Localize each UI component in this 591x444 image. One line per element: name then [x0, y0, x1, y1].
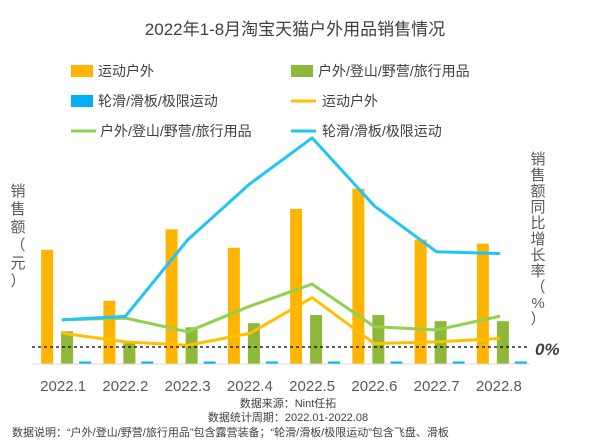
line-series-5 — [61, 136, 501, 322]
x-tick-label: 2022.7 — [414, 378, 460, 395]
line-series-3 — [61, 296, 501, 347]
bar-series-0-2022.2 — [103, 300, 116, 364]
footer-note: 数据说明：“户外/登山/野营/旅行用品”包含露营装备；“轮滑/滑板/极限运动”包… — [12, 425, 449, 439]
legend-label-line-skate: 轮滑/滑板/极限运动 — [322, 123, 442, 139]
bar-series-2-2022.5 — [328, 361, 341, 364]
bar-series-0-2022.8 — [476, 243, 489, 364]
line-series-4 — [61, 282, 501, 334]
x-tick-label: 2022.3 — [165, 378, 211, 395]
legend-swatch-bar-sports — [71, 65, 93, 77]
y-axis-title-right-char: 增 — [530, 231, 545, 248]
y-axis-title-left-char: 售 — [10, 201, 25, 218]
bar-series-2-2022.1 — [79, 361, 92, 364]
bar-series-1-2022.1 — [61, 331, 74, 364]
bar-series-2-2022.7 — [452, 361, 465, 364]
bar-series-2-2022.6 — [390, 361, 403, 364]
y-axis-title-right-char: （ — [530, 279, 545, 296]
y-axis-title-right-char: 同 — [530, 199, 545, 216]
y-axis-title-right-char: ） — [530, 311, 545, 328]
x-axis-ticks: 2022.1 2022.2 2022.3 2022.4 2022.5 2022.6 2022… — [40, 378, 522, 395]
chart-title: 2022年1-8月淘宝天猫户外用品销售情况 — [145, 20, 445, 39]
legend-label-bar-sports: 运动户外 — [98, 63, 154, 79]
y-axis-title-right-char: 销 — [530, 151, 545, 168]
zero-growth-label: 0% — [535, 340, 560, 359]
y-axis-title-left-char: （ — [10, 237, 25, 254]
footer-source: 数据来源：Nint任拓 — [240, 396, 337, 410]
footer-period: 数据统计周期：2022.01-2022.08 — [208, 410, 368, 424]
y-axis-title-left-char: 额 — [10, 219, 25, 236]
legend: 运动户外 户外/登山/野营/旅行用品 轮滑/滑板/极限运动 运动户外 户外/登山… — [71, 63, 470, 139]
bar-series-2-2022.3 — [203, 361, 216, 364]
bar-series-0-2022.6 — [352, 188, 365, 364]
x-tick-label: 2022.2 — [102, 378, 148, 395]
bar-series-0-2022.5 — [290, 208, 303, 364]
x-tick-label: 2022.5 — [289, 378, 335, 395]
y-axis-title-right-char: % — [531, 295, 544, 312]
y-axis-title-left-char: 销 — [10, 183, 25, 200]
x-tick-label: 2022.8 — [476, 378, 522, 395]
legend-label-bar-outdoor: 户外/登山/野营/旅行用品 — [318, 63, 470, 79]
bar-series-1-2022.6 — [372, 315, 385, 364]
bar-series-0-2022.7 — [414, 239, 427, 364]
bar-series-1-2022.8 — [496, 321, 509, 364]
y-axis-title-left-char: 元 — [10, 255, 25, 272]
x-tick-label: 2022.1 — [40, 378, 86, 395]
bar-series-2-2022.8 — [514, 361, 527, 364]
line-series — [61, 136, 501, 347]
legend-label-line-sports: 运动户外 — [322, 93, 378, 109]
bar-series-0-2022.1 — [41, 249, 54, 364]
bar-series-2-2022.4 — [265, 361, 278, 364]
bar-series — [41, 188, 527, 364]
y-axis-title-right-char: 售 — [530, 167, 545, 184]
bar-series-1-2022.5 — [310, 315, 323, 364]
x-tick-label: 2022.4 — [227, 378, 273, 395]
x-tick-label: 2022.6 — [351, 378, 397, 395]
y-axis-title-right-char: 率 — [530, 263, 545, 280]
y-axis-title-left: 销售额（元） — [10, 183, 25, 290]
legend-label-line-outdoor: 户外/登山/野营/旅行用品 — [100, 123, 252, 139]
y-axis-title-right-char: 长 — [530, 247, 545, 264]
legend-swatch-bar-outdoor — [291, 65, 313, 77]
bar-series-1-2022.2 — [123, 341, 136, 364]
footer: 数据来源：Nint任拓 数据统计周期：2022.01-2022.08 数据说明：… — [12, 396, 449, 439]
y-axis-title-right-char: 比 — [530, 215, 545, 232]
y-axis-title-left-char: ） — [10, 273, 25, 290]
legend-label-bar-skate: 轮滑/滑板/极限运动 — [98, 93, 218, 109]
bar-series-2-2022.2 — [141, 361, 154, 364]
legend-swatch-bar-skate — [71, 95, 93, 107]
y-axis-title-right-char: 额 — [530, 183, 545, 200]
